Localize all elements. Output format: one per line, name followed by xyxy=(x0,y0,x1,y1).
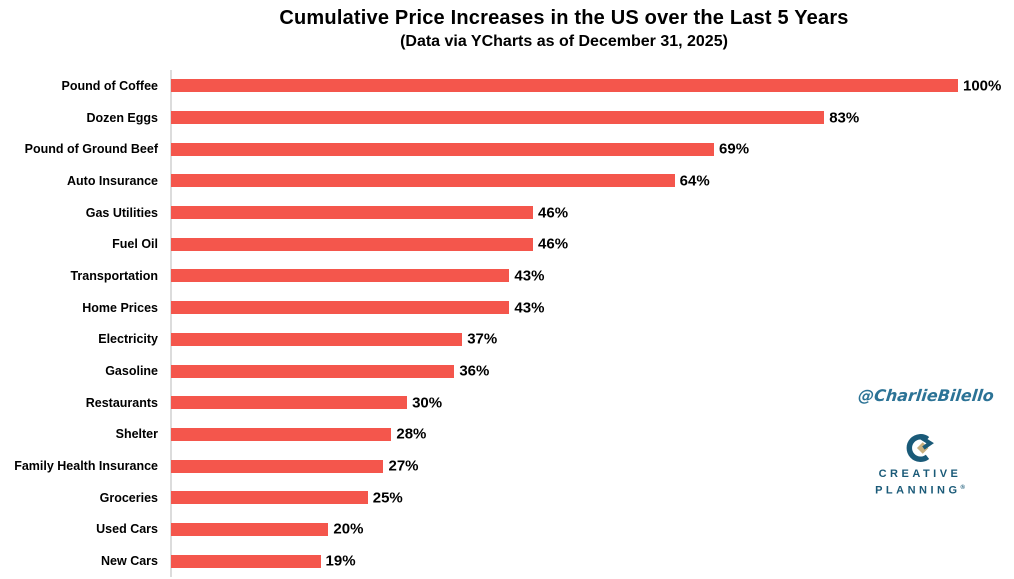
bar-track: 64% xyxy=(171,172,958,190)
bar xyxy=(171,459,384,473)
bar xyxy=(171,364,455,378)
category-label: Gasoline xyxy=(105,364,158,379)
category-label: Home Prices xyxy=(82,300,158,315)
bar-track: 83% xyxy=(171,109,958,127)
category-label: Family Health Insurance xyxy=(14,459,158,474)
bar xyxy=(171,206,534,220)
bar-track: 46% xyxy=(171,204,958,222)
trademark-symbol: ® xyxy=(960,485,965,491)
category-label: Transportation xyxy=(70,268,158,283)
bar-track: 25% xyxy=(171,489,958,507)
bar-track: 19% xyxy=(171,552,958,570)
bar-row: Dozen Eggs 83% xyxy=(0,102,1014,134)
bar-track: 46% xyxy=(171,235,958,253)
bar-row: Gasoline 36% xyxy=(0,355,1014,387)
bar-chart-plot: Pound of Coffee 100% Dozen Eggs 83% Poun… xyxy=(0,70,1014,577)
category-label: Shelter xyxy=(115,427,158,442)
bar xyxy=(171,332,463,346)
bar xyxy=(171,79,958,93)
bar-track: 43% xyxy=(171,267,958,285)
value-label: 64% xyxy=(679,172,710,190)
bar-track: 43% xyxy=(171,299,958,317)
bar-row: Fuel Oil 46% xyxy=(0,228,1014,260)
logo-text-planning: PLANNING® xyxy=(875,484,965,497)
bar xyxy=(171,396,408,410)
value-label: 83% xyxy=(829,109,860,127)
chart-title: Cumulative Price Increases in the US ove… xyxy=(279,7,849,29)
bar xyxy=(171,554,321,568)
value-label: 100% xyxy=(963,77,1002,95)
category-label: Used Cars xyxy=(96,522,158,537)
bar xyxy=(171,237,534,251)
value-label: 43% xyxy=(514,267,545,285)
bar-row: Restaurants 30% xyxy=(0,387,1014,419)
value-label: 36% xyxy=(459,362,490,380)
value-label: 27% xyxy=(388,457,419,475)
bar-track: 20% xyxy=(171,520,958,538)
bar xyxy=(171,142,715,156)
bar-row: Groceries 25% xyxy=(0,482,1014,514)
value-label: 46% xyxy=(538,204,569,222)
category-label: Pound of Coffee xyxy=(61,78,158,93)
logo-text-creative: CREATIVE xyxy=(878,468,962,480)
category-label: New Cars xyxy=(101,554,158,569)
bar-row: New Cars 19% xyxy=(0,545,1014,577)
watermark-handle: @CharlieBilello xyxy=(857,386,995,405)
category-label: Fuel Oil xyxy=(112,237,158,252)
bar-row: Gas Utilities 46% xyxy=(0,197,1014,229)
bar-row: Pound of Ground Beef 69% xyxy=(0,133,1014,165)
creative-planning-c-icon xyxy=(906,434,934,462)
bar-track: 27% xyxy=(171,457,958,475)
category-label: Electricity xyxy=(98,332,158,347)
bar xyxy=(171,427,392,441)
value-label: 28% xyxy=(396,425,427,443)
chart-subtitle: (Data via YCharts as of December 31, 202… xyxy=(400,33,728,50)
category-label: Pound of Ground Beef xyxy=(24,142,158,157)
bar-row: Pound of Coffee 100% xyxy=(0,70,1014,102)
value-label: 46% xyxy=(538,235,569,253)
value-label: 43% xyxy=(514,299,545,317)
category-label: Dozen Eggs xyxy=(86,110,158,125)
category-label: Gas Utilities xyxy=(85,205,158,220)
bar xyxy=(171,174,675,188)
value-label: 37% xyxy=(467,330,498,348)
category-label: Auto Insurance xyxy=(67,173,158,188)
bar-row: Transportation 43% xyxy=(0,260,1014,292)
bar-row: Auto Insurance 64% xyxy=(0,165,1014,197)
bar-track: 37% xyxy=(171,330,958,348)
y-axis-line xyxy=(170,70,172,577)
bar-row: Shelter 28% xyxy=(0,419,1014,451)
bar-track: 100% xyxy=(171,77,1001,94)
value-label: 19% xyxy=(325,552,356,570)
value-label: 30% xyxy=(412,394,443,412)
category-label: Restaurants xyxy=(85,395,158,410)
bar xyxy=(171,522,329,536)
bar-track: 36% xyxy=(171,362,958,380)
category-label: Groceries xyxy=(99,490,158,505)
creative-planning-logo: CREATIVE PLANNING® xyxy=(864,433,976,498)
value-label: 69% xyxy=(719,140,750,158)
bar xyxy=(171,491,368,505)
bar xyxy=(171,269,510,283)
bar xyxy=(171,111,825,125)
bar-track: 69% xyxy=(171,140,958,158)
value-label: 25% xyxy=(372,489,403,507)
bar-row: Used Cars 20% xyxy=(0,514,1014,546)
bar-row: Family Health Insurance 27% xyxy=(0,450,1014,482)
bar-row: Home Prices 43% xyxy=(0,292,1014,324)
bar-row: Electricity 37% xyxy=(0,324,1014,356)
bar-track: 28% xyxy=(171,425,958,443)
bar-track: 30% xyxy=(171,394,958,412)
bar xyxy=(171,301,510,315)
chart-header: Cumulative Price Increases in the US ove… xyxy=(114,5,1014,52)
value-label: 20% xyxy=(333,520,364,538)
